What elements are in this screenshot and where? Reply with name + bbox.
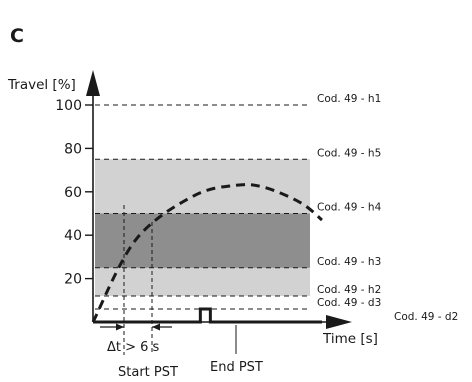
y-axis-title: Travel [%] [7,77,76,93]
level-label-h4: Cod. 49 - h4 [317,202,382,214]
y-tick-label-40: 40 [64,228,82,244]
travel-curve-dashed [91,183,323,323]
level-labels: Cod. 49 - h1 Cod. 49 - h5 Cod. 49 - h4 Cod.… [317,93,458,323]
end-pst-label: End PST [210,360,263,375]
y-tick-label-80: 80 [64,141,82,157]
pst-markers [100,205,237,355]
start-pst-label: Start PST [118,365,178,380]
y-ticks: 20 40 60 80 100 [55,98,93,288]
delta-arrow-right-icon [152,323,160,331]
level-label-d2: Cod. 49 - d2 [394,311,458,323]
threshold-band-2 [95,213,310,268]
series-layer [91,183,323,324]
y-tick-label-20: 20 [64,272,82,288]
y-tick-label-60: 60 [64,185,82,201]
level-label-d3: Cod. 49 - d3 [317,297,381,309]
threshold-bands [95,159,310,296]
delta-arrow-left-icon [116,323,124,331]
x-axis-arrow-icon [326,315,352,329]
panel-label: C [10,25,24,47]
level-label-h3: Cod. 49 - h3 [317,256,381,268]
y-tick-label-100: 100 [55,98,82,114]
pst-signal-line [93,307,322,324]
level-label-h5: Cod. 49 - h5 [317,147,381,159]
y-axis-arrow-icon [86,70,100,96]
level-label-h1: Cod. 49 - h1 [317,93,381,105]
level-label-h2: Cod. 49 - h2 [317,284,381,296]
delta-t-annotation: Δt > 6 s [107,340,160,355]
x-axis-title: Time [s] [322,331,378,347]
